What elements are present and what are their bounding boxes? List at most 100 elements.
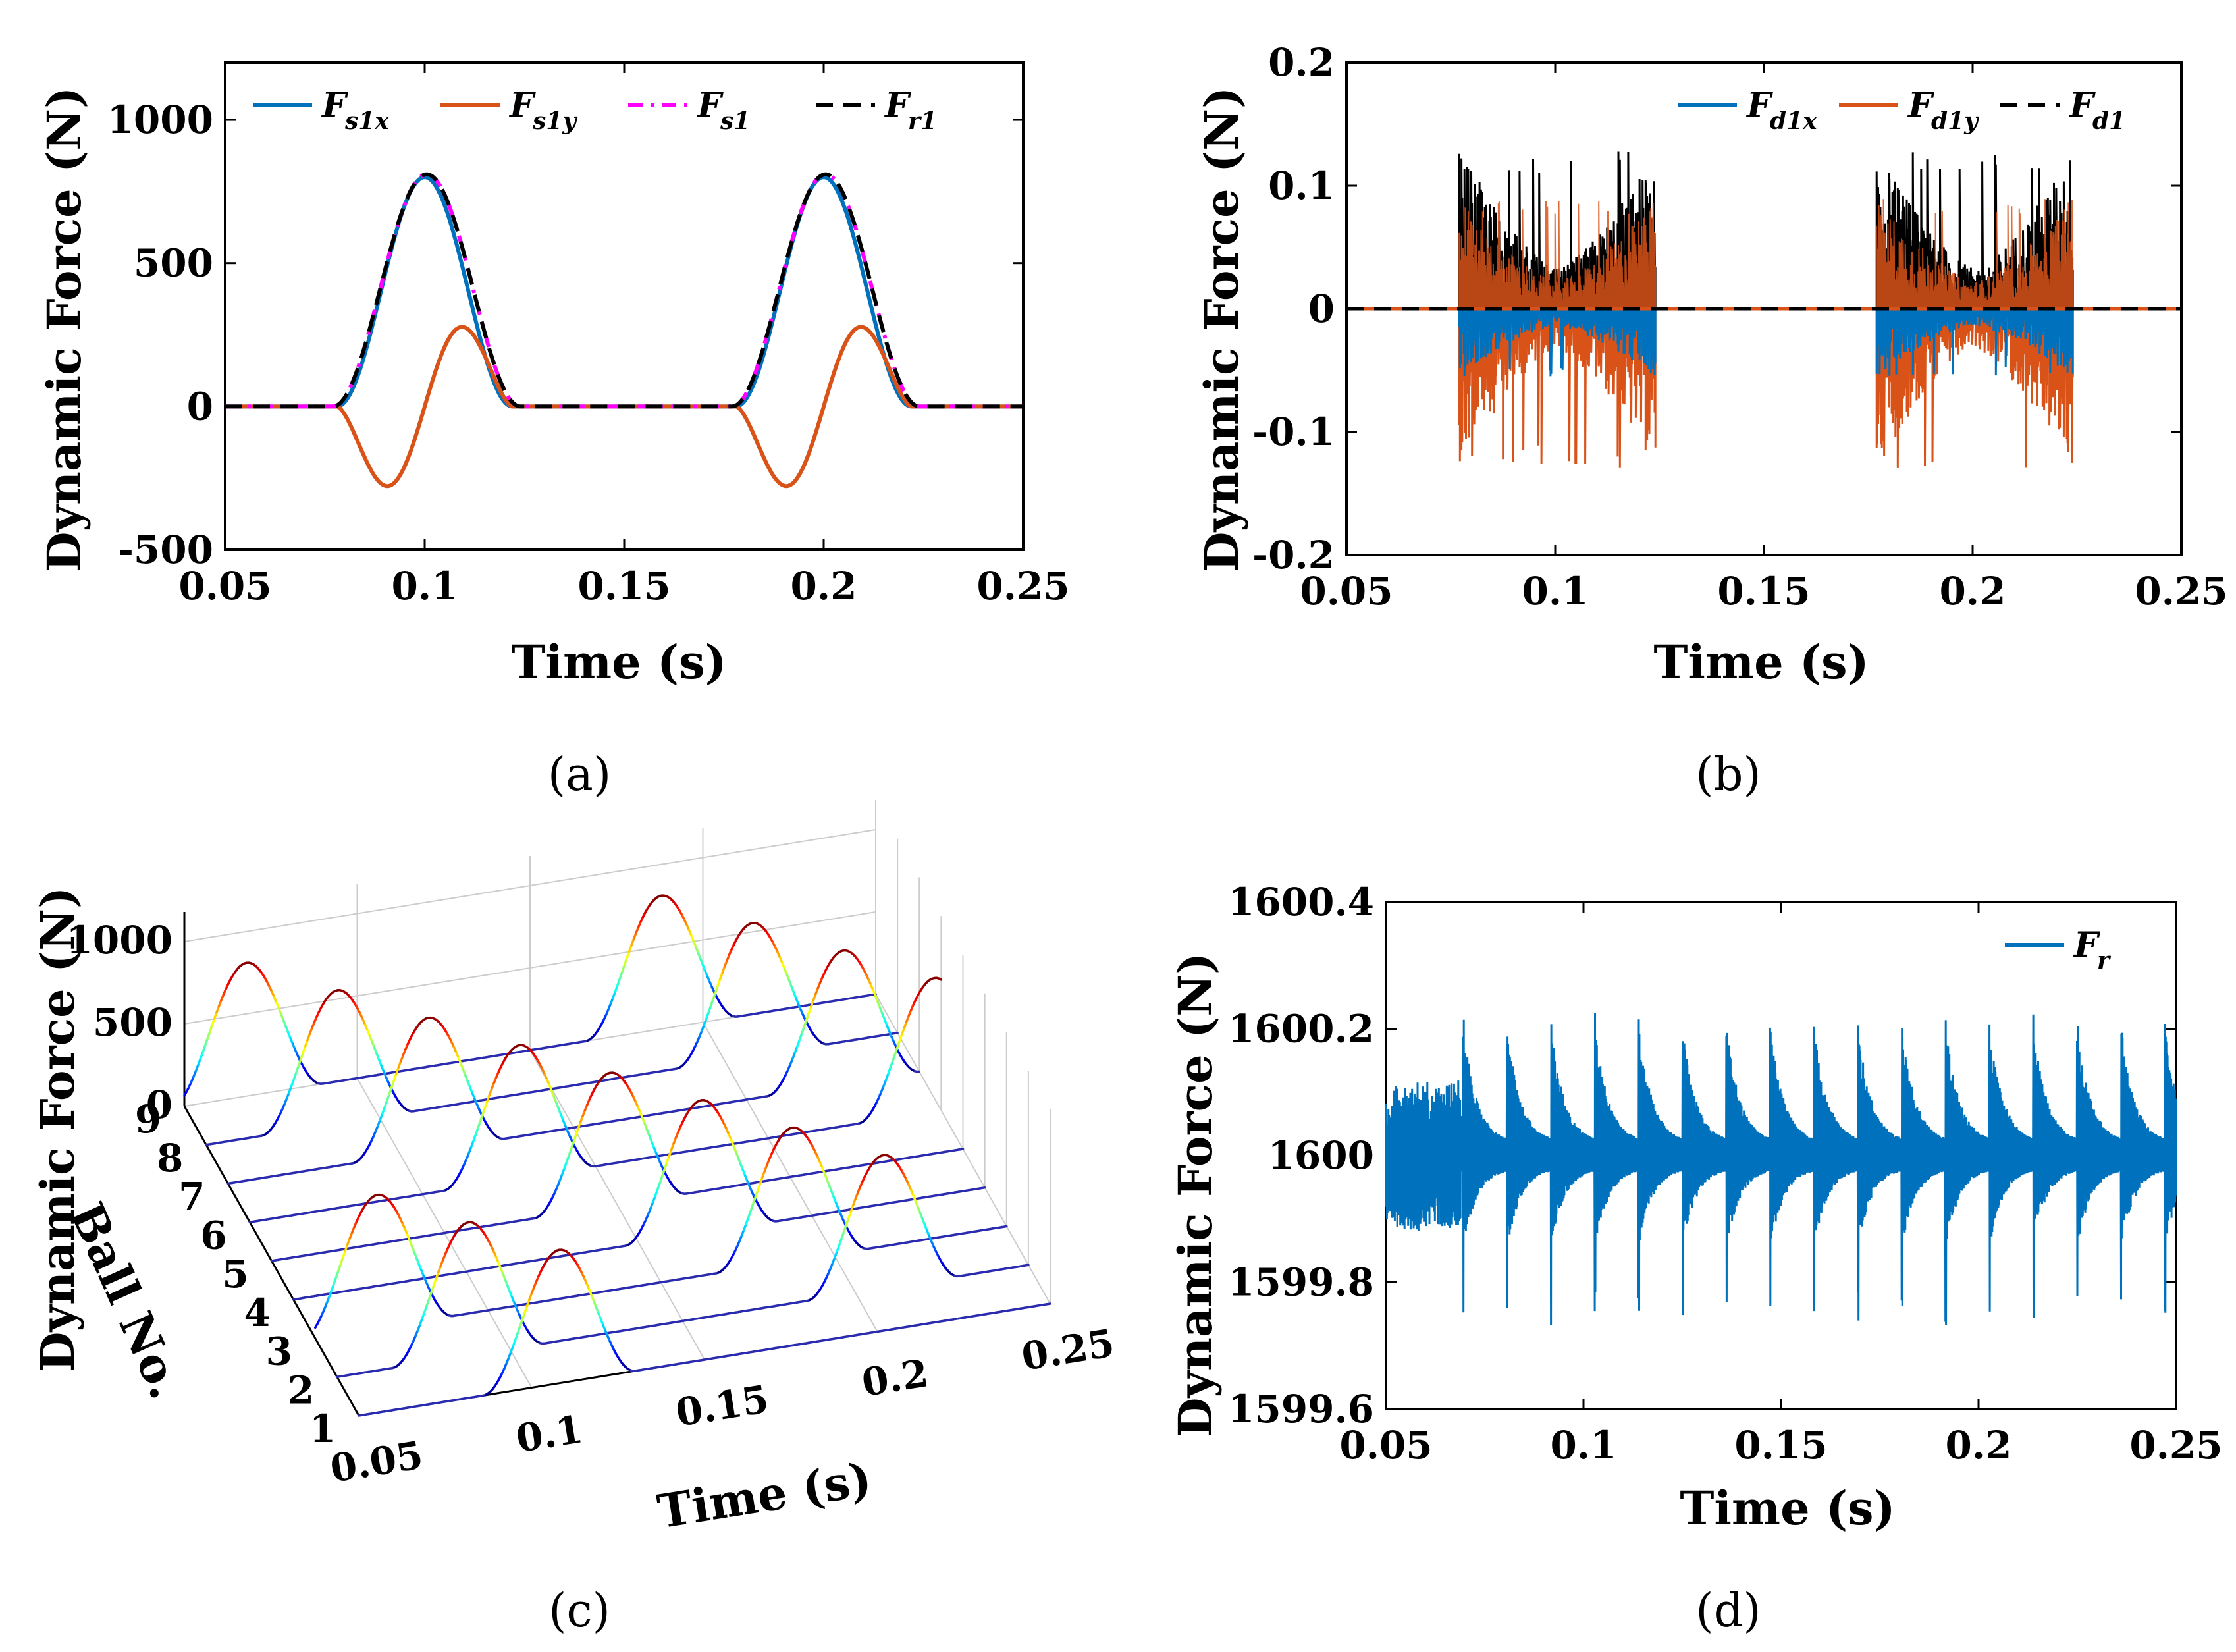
b-legend-sublabel: d1x <box>1770 107 1817 135</box>
c-zlabel: Dynamic Force (N) <box>30 887 85 1372</box>
c-ball-curve-segment <box>665 1155 670 1165</box>
d-series-F_r <box>1385 1013 2177 1325</box>
c-ball-curve-segment <box>565 1154 570 1163</box>
c-ball-curve-segment <box>570 1140 575 1150</box>
a-ytick-label: 500 <box>134 241 213 286</box>
c-ball-curve-segment <box>203 1038 209 1047</box>
c-ball-curve-segment <box>390 1079 396 1088</box>
c-floor-gridline <box>529 1050 705 1360</box>
d-ytick-label: 1600.4 <box>1228 880 1374 924</box>
b-caption: (b) <box>1695 747 1761 801</box>
c-xtick-label: 0.05 <box>327 1433 426 1491</box>
c-ball-curve-segment <box>334 1269 340 1279</box>
b-ytick-label: 0.2 <box>1268 40 1335 85</box>
c-ball-curve-segment <box>521 1311 526 1321</box>
c-ytick-label: 2 <box>288 1368 314 1412</box>
b-ytick-label: 0 <box>1308 286 1335 331</box>
b-legend-label: F <box>1745 86 1773 126</box>
b-xlabel: Time (s) <box>1653 635 1869 689</box>
c-ytick-label: 8 <box>157 1136 183 1181</box>
c-ball-curve-segment <box>847 1210 853 1219</box>
d-legend-sublabel: r <box>2097 947 2112 974</box>
d-legend-label: F <box>2073 925 2100 965</box>
c-ytick-label: 7 <box>178 1175 205 1219</box>
c-ball-curve-segment <box>342 1250 347 1259</box>
b-xtick-label: 0.25 <box>2135 569 2227 614</box>
a-legend-sublabel: r1 <box>908 107 937 135</box>
a-xtick-label: 0.1 <box>392 564 458 608</box>
b-xtick-label: 0.2 <box>1940 569 2006 614</box>
d-plot-area: 0.05 0.1 0.15 0.2 0.25 1599.6 1599.8 1600 1600.2… <box>1228 880 2223 1468</box>
b-xtick-label: 0.15 <box>1717 569 1810 614</box>
c-ball-curve-segment <box>292 1072 298 1081</box>
panel-d: 0.05 0.1 0.15 0.2 0.25 1599.6 1599.8 1600 1600.2… <box>1168 880 2223 1638</box>
c-ball-curve-segment <box>477 1120 482 1130</box>
c-ball-curve-segment <box>663 1161 668 1171</box>
c-ball-curve-segment <box>798 1032 803 1042</box>
c-ball-curve-segment <box>299 1052 304 1061</box>
c-ball-curve-segment <box>568 1148 573 1157</box>
a-xtick-label: 0.2 <box>791 564 857 608</box>
d-xtick-label: 0.2 <box>1946 1423 2012 1468</box>
c-ball-curve-segment <box>523 1304 529 1314</box>
c-ytick-label: 9 <box>135 1097 161 1142</box>
c-ball-curve-segment <box>959 1148 965 1151</box>
a-xtick-label: 0.15 <box>577 564 670 608</box>
c-ball-curve-segment <box>574 1127 579 1137</box>
c-backwall-gridline <box>184 829 876 942</box>
c-ball-curve-segment <box>709 998 714 1007</box>
c-ball-curve-segment <box>474 1127 479 1136</box>
c-ball-curve-segment <box>333 1276 338 1286</box>
c-ytick-label: 5 <box>222 1252 248 1296</box>
a-xtick-label: 0.05 <box>178 564 271 608</box>
c-ball-curve-segment <box>572 1134 577 1144</box>
c-ball-curve-segment <box>889 1059 894 1069</box>
c-ball-curve-segment <box>211 1017 216 1027</box>
b-ylabel: Dynamic Force (N) <box>1194 87 1249 572</box>
c-ball-curve-segment <box>423 1304 429 1314</box>
c-ball-curve-segment <box>621 963 626 973</box>
a-legend-sublabel: s1 <box>720 107 750 135</box>
b-legend-label: F <box>2068 86 2096 126</box>
c-ball-curve-segment <box>840 1230 845 1240</box>
c-ball-curve-segment <box>712 991 717 1001</box>
c-xtick-label: 0.2 <box>859 1350 931 1405</box>
c-ztick-label: 0 <box>146 1082 173 1127</box>
c-ball-curve-segment <box>392 1073 398 1082</box>
c-ball-curve-segment <box>516 1325 521 1334</box>
c-ball-curve-segment <box>752 1196 757 1206</box>
c-ball-curve-segment <box>893 1032 899 1035</box>
c-ball-curve-segment <box>843 1223 848 1233</box>
d-ytick-label: 1599.6 <box>1228 1387 1374 1431</box>
c-ball-curve-segment <box>893 1046 899 1055</box>
c-ball-curve-segment <box>898 1033 903 1042</box>
c-ytick-label: 3 <box>266 1329 292 1374</box>
c-ball-curve-segment <box>656 1182 661 1191</box>
c-ball-curve-segment <box>479 1113 484 1123</box>
b-legend-sublabel: d1 <box>2092 107 2125 135</box>
c-ball-curve-segment <box>660 1168 666 1178</box>
b-legend-sublabel: d1y <box>1931 107 1979 135</box>
c-ball-curve-segment <box>754 1189 759 1198</box>
c-ball-curve-segment <box>297 1058 302 1068</box>
b-xtick-label: 0.1 <box>1522 569 1589 614</box>
a-legend-label: F <box>884 86 911 126</box>
c-ball-curve-segment <box>716 978 722 988</box>
c-ball-curve-segment <box>626 950 631 960</box>
c-xtick-label: 0.1 <box>513 1406 585 1461</box>
a-legend-label: F <box>321 86 348 126</box>
c-ball-curve-segment <box>757 1183 762 1192</box>
d-ytick-label: 1600.2 <box>1228 1007 1374 1052</box>
c-ball-curve-segment <box>845 1217 850 1226</box>
c-ball-curve-segment <box>386 1092 391 1102</box>
c-ytick-label: 4 <box>244 1291 270 1335</box>
c-ball-curve-segment <box>707 1005 712 1014</box>
c-ball-curve-segment <box>896 1040 901 1049</box>
c-ball-curve-segment <box>428 1291 433 1300</box>
c-ball-curve-segment <box>658 1175 664 1185</box>
